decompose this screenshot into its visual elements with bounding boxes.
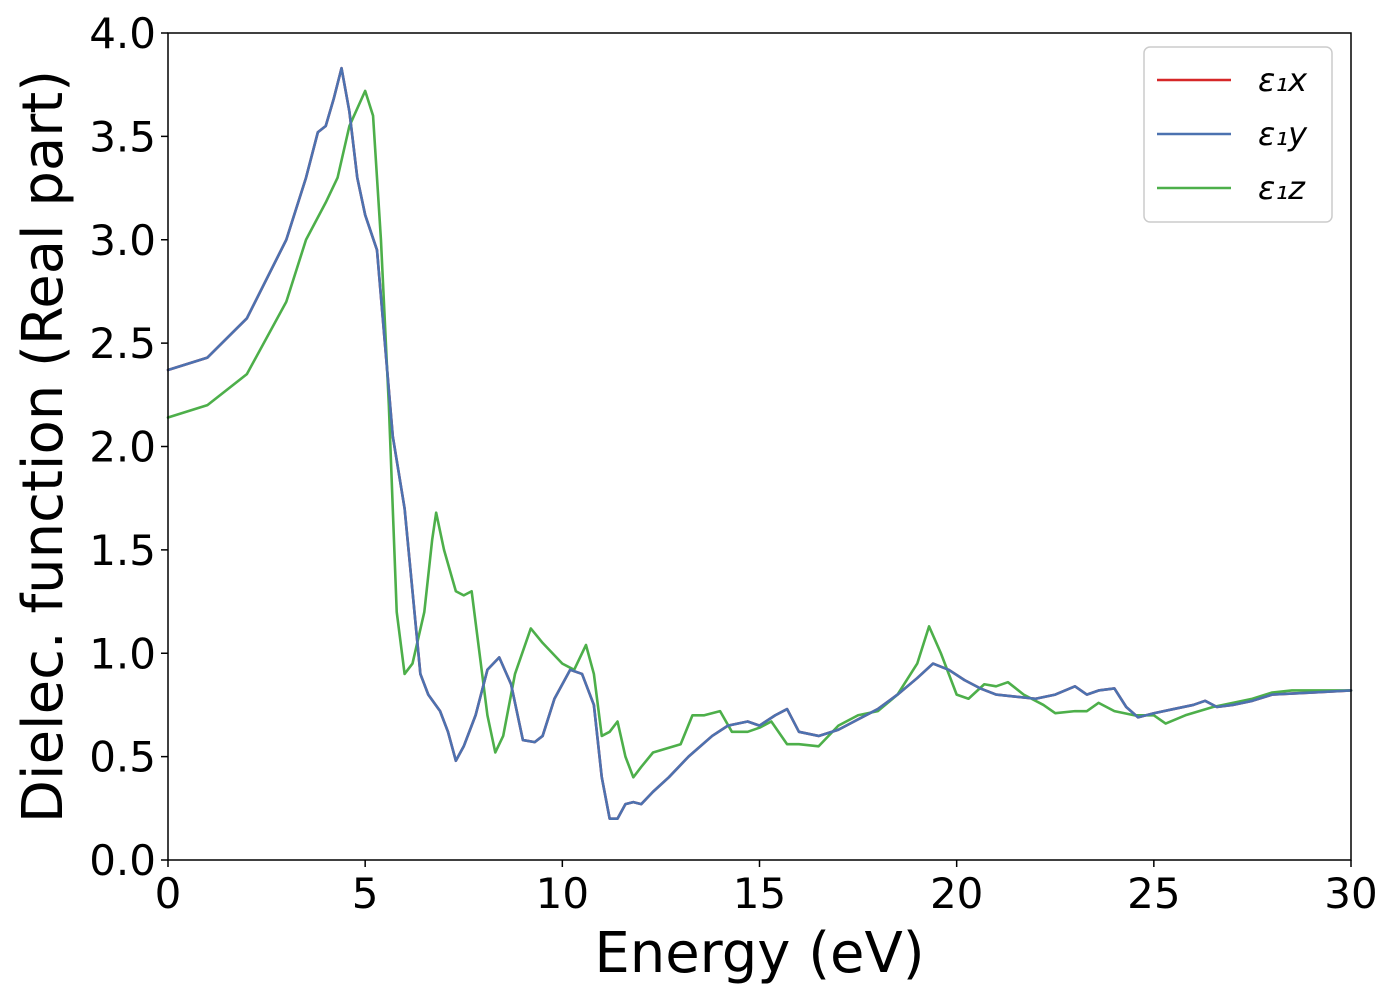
legend-label-2: ε₁y (1258, 115, 1308, 153)
x-tick-label: 10 (536, 869, 589, 918)
legend: ε₁x ε₁y ε₁z (1143, 46, 1333, 223)
y-tick-label: 3.5 (89, 112, 156, 161)
y-axis-ticks: 0.0 0.5 1.0 1.5 2.0 2.5 3.0 3.5 4.0 (89, 9, 168, 885)
y-tick-label: 2.5 (89, 319, 156, 368)
x-tick-label: 25 (1127, 869, 1180, 918)
y-tick-label: 4.0 (89, 9, 156, 58)
legend-label-3: ε₁z (1258, 169, 1306, 207)
x-axis-ticks: 0 5 10 15 20 25 30 (155, 860, 1378, 918)
y-tick-label: 1.0 (89, 629, 156, 678)
x-tick-label: 0 (155, 869, 182, 918)
x-tick-label: 15 (733, 869, 786, 918)
y-tick-label: 0.0 (89, 836, 156, 885)
legend-box (1143, 46, 1333, 223)
x-tick-label: 20 (930, 869, 983, 918)
y-tick-label: 0.5 (89, 733, 156, 782)
x-tick-label: 5 (352, 869, 379, 918)
series-line-3 (166, 89, 1353, 779)
series-layer (166, 66, 1353, 820)
legend-label-1: ε₁x (1258, 61, 1308, 99)
y-tick-label: 3.0 (89, 216, 156, 265)
series-line-2 (166, 66, 1353, 820)
y-tick-label: 2.0 (89, 423, 156, 472)
y-axis-label: Dielec. function (Real part) (11, 70, 76, 823)
x-tick-label: 30 (1324, 869, 1377, 918)
y-tick-label: 1.5 (89, 526, 156, 575)
x-axis-label: Energy (eV) (594, 921, 924, 986)
